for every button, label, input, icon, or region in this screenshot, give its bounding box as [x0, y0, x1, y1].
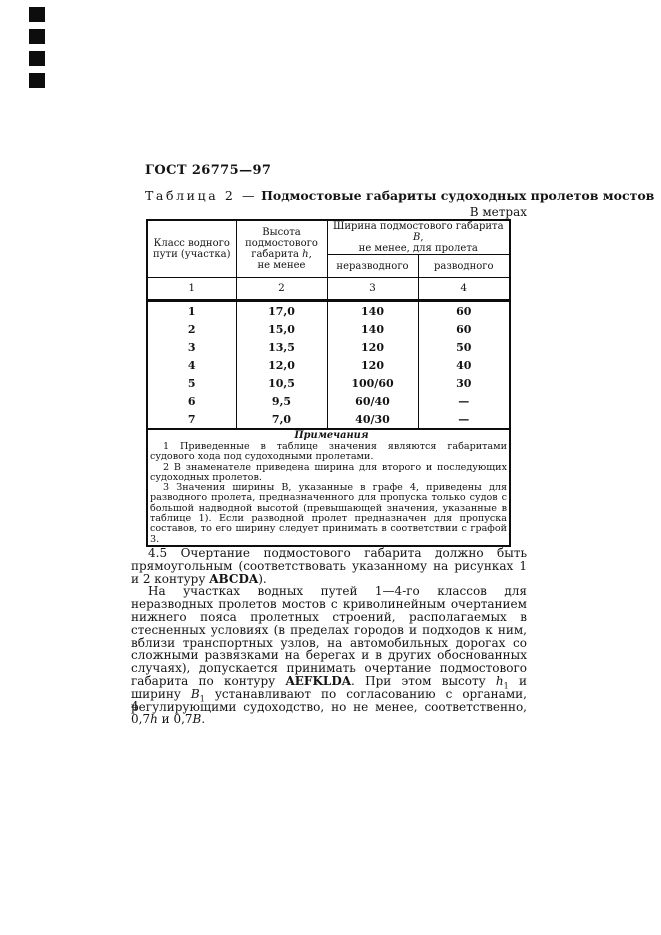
scan-registration-mark: [29, 29, 45, 44]
table-row: 1 17,0 140 60: [147, 300, 510, 320]
table-row: 2 15,0 140 60: [147, 320, 510, 338]
table-row: 4 12,0 120 40: [147, 356, 510, 374]
page-number: 4: [131, 699, 139, 713]
table-row: 6 9,5 60/40 —: [147, 392, 510, 410]
note-item: 3 Значения ширины B, указанные в графе 4…: [150, 482, 507, 545]
clearance-dimensions-table: Класс водного пути (участка) Высота подм…: [146, 219, 511, 547]
scan-registration-mark: [29, 7, 45, 22]
table-caption: Таблица 2 — Подмостовые габариты судоход…: [145, 188, 654, 203]
paragraph-curved-spans: На участках водных путей 1—4-го классов …: [131, 584, 527, 727]
scan-registration-mark: [29, 51, 45, 66]
table-notes: Примечания 1 Приведенные в таблице значе…: [147, 428, 510, 546]
table-caption-label: Таблица 2 —: [145, 188, 258, 203]
body-text: 4.5 Очертание подмостового габарита долж…: [131, 547, 527, 726]
header-waterway-class: Класс водного пути (участка): [147, 220, 237, 278]
table-caption-title: Подмостовые габариты судоходных пролетов…: [261, 188, 655, 203]
header-clearance-height: Высота подмостового габарита h, не менее: [236, 220, 328, 278]
table-row: 3 13,5 120 50: [147, 338, 510, 356]
header-clearance-width-group: Ширина подмостового габарита B, не менее…: [327, 220, 510, 255]
note-item: 2 В знаменателе приведена ширина для вто…: [150, 461, 507, 483]
header-drawable-span: разводного: [418, 254, 510, 278]
table-row: 5 10,5 100/60 30: [147, 374, 510, 392]
scan-registration-mark: [29, 73, 45, 88]
column-number-row: 1 2 3 4: [147, 277, 510, 302]
notes-title: Примечания: [294, 430, 369, 441]
document-code: ГОСТ 26775—97: [145, 163, 272, 178]
header-fixed-span: неразводного: [327, 254, 419, 278]
note-item: 1 Приведенные в таблице значения являютс…: [150, 441, 507, 463]
paragraph-4-5: 4.5 Очертание подмостового габарита долж…: [131, 546, 527, 586]
units-note: В метрах: [469, 205, 527, 219]
table-row: 7 7,0 40/30 —: [147, 410, 510, 429]
